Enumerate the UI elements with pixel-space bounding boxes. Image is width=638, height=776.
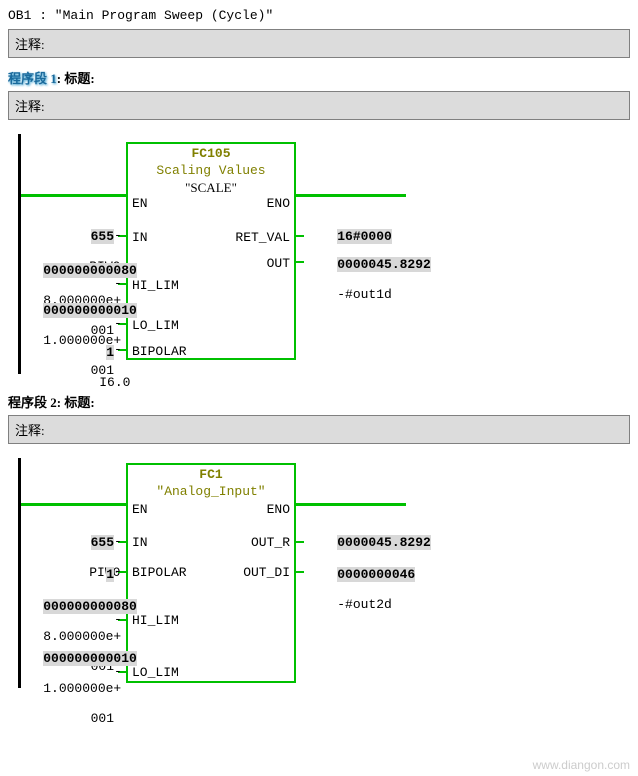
- fc1-lo-bot: 1.000000e+: [43, 681, 121, 696]
- fc1-lo-top: 000000000010: [43, 651, 137, 666]
- dash-in-1: -: [114, 228, 122, 243]
- comment-label: 注释:: [15, 37, 45, 52]
- fc1-pin-en: EN: [132, 502, 148, 517]
- fc1-lo-val: 000000000010 1.000000e+ 001: [12, 636, 114, 741]
- dash-lo-2: -: [114, 664, 122, 679]
- fc1-pin-outdi: OUT_DI: [243, 565, 290, 580]
- dash-lo-1: -: [114, 316, 122, 331]
- comment-label-1: 注释:: [15, 99, 45, 114]
- fc105-pin-retval: RET_VAL: [235, 230, 290, 245]
- fc1-lo-addr: 001: [91, 711, 114, 726]
- segment-1-prefix: 程序段 1: [8, 71, 57, 86]
- fc105-pin-lolim: LO_LIM: [132, 318, 179, 333]
- fc105-name: FC105: [128, 146, 294, 161]
- watermark: www.diangon.com: [533, 758, 630, 772]
- fc1-pin-eno: ENO: [267, 502, 290, 517]
- dash-bip-1: -: [114, 342, 122, 357]
- fc105-bip-val: 1 I6.0: [68, 330, 114, 405]
- eno-rail-1: [296, 194, 406, 197]
- fc105-block: FC105 Scaling Values "SCALE" EN IN HI_LI…: [126, 142, 296, 360]
- comment-box-2: 注释:: [8, 415, 630, 444]
- fc1-pin-bipolar: BIPOLAR: [132, 565, 187, 580]
- dash-bip-2: -: [114, 564, 122, 579]
- fc105-lo-top: 000000000010: [43, 303, 137, 318]
- dash-hi-1: -: [114, 276, 122, 291]
- fc1-subtitle: "Analog_Input": [128, 484, 294, 499]
- segment-1-title: 程序段 1: 标题:: [8, 68, 630, 87]
- fc105-in-top: 655: [91, 229, 114, 244]
- eno-rail-2: [296, 503, 406, 506]
- fc105-pin-out: OUT: [267, 256, 290, 271]
- ob-title: OB1 : "Main Program Sweep (Cycle)": [8, 8, 273, 23]
- fc105-out-top: 0000045.8292: [337, 257, 431, 272]
- fc105-subtitle: Scaling Values: [128, 163, 294, 178]
- ob-header: OB1 : "Main Program Sweep (Cycle)": [8, 8, 630, 23]
- dash-hi-2: -: [114, 612, 122, 627]
- fc1-pin-lolim: LO_LIM: [132, 665, 179, 680]
- fc1-name: FC1: [128, 467, 294, 482]
- segment-1-suffix: : 标题:: [57, 71, 95, 86]
- fc1-outdi-val: 0000000046 -#out2d: [306, 552, 415, 627]
- stub-ret-1: [296, 235, 304, 237]
- fc105-pin-in: IN: [132, 230, 148, 245]
- stub-outdi-2: [296, 571, 304, 573]
- fc1-block: FC1 "Analog_Input" EN IN BIPOLAR HI_LIM …: [126, 463, 296, 683]
- fc105-pin-eno: ENO: [267, 196, 290, 211]
- fc105-hi-top: 000000000080: [43, 263, 137, 278]
- en-rail-1: [21, 194, 126, 197]
- fc105-out-addr: #out1d: [345, 287, 392, 302]
- fc1-in-top: 655: [91, 535, 114, 550]
- fc1-pin-hilim: HI_LIM: [132, 613, 179, 628]
- dash-in-2: -: [114, 534, 122, 549]
- fc105-bip-addr: I6.0: [99, 375, 130, 390]
- fc1-pin-in: IN: [132, 535, 148, 550]
- fc1-bip-top: 1: [106, 567, 114, 582]
- stub-outr-2: [296, 541, 304, 543]
- fc105-pin-hilim: HI_LIM: [132, 278, 179, 293]
- comment-label-2: 注释:: [15, 423, 45, 438]
- segment-2-prefix: 程序段 2: [8, 395, 57, 410]
- fc1-hi-top: 000000000080: [43, 599, 137, 614]
- network-2: FC1 "Analog_Input" EN IN BIPOLAR HI_LIM …: [8, 458, 630, 688]
- fc105-pin-en: EN: [132, 196, 148, 211]
- comment-box-1: 注释:: [8, 91, 630, 120]
- fc105-quoted: "SCALE": [128, 180, 294, 196]
- stub-out-1: [296, 261, 304, 263]
- fc1-outdi-addr: #out2d: [345, 597, 392, 612]
- fc105-out-val: 0000045.8292 -#out1d: [306, 242, 431, 317]
- en-rail-2: [21, 503, 126, 506]
- fc105-pin-bipolar: BIPOLAR: [132, 344, 187, 359]
- network-1: FC105 Scaling Values "SCALE" EN IN HI_LI…: [8, 134, 630, 374]
- fc1-outdi-top: 0000000046: [337, 567, 415, 582]
- comment-box-top: 注释:: [8, 29, 630, 58]
- fc1-pin-outr: OUT_R: [251, 535, 290, 550]
- fc1-outr-top: 0000045.8292: [337, 535, 431, 550]
- fc105-bip-top: 1: [106, 345, 114, 360]
